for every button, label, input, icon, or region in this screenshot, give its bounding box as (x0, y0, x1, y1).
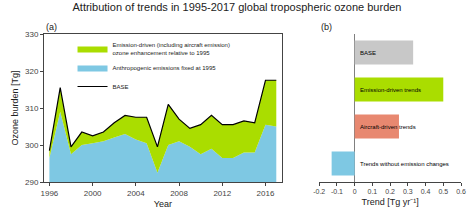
svg-text:0.2: 0.2 (385, 188, 395, 195)
svg-text:Ozone burden [Tg]: Ozone burden [Tg] (10, 70, 20, 145)
svg-text:1996: 1996 (41, 189, 59, 198)
svg-text:Attribution of trends in 1995-: Attribution of trends in 1995-2017 globa… (72, 1, 401, 13)
svg-text:Emission-driven trends: Emission-driven trends (360, 87, 421, 93)
svg-text:310: 310 (25, 104, 39, 113)
svg-text:-0.2: -0.2 (313, 188, 325, 195)
svg-text:Emission-driven (including air: Emission-driven (including aircraft emis… (113, 42, 230, 56)
svg-text:BASE: BASE (113, 84, 129, 90)
svg-text:Anthropogenic emissions fixed: Anthropogenic emissions fixed at 1995 (113, 65, 217, 71)
svg-text:-0.1: -0.1 (331, 188, 343, 195)
svg-text:290: 290 (25, 178, 39, 187)
svg-text:2012: 2012 (213, 189, 231, 198)
svg-text:Aircraft-driven trends: Aircraft-driven trends (360, 124, 416, 130)
svg-text:2000: 2000 (84, 189, 102, 198)
svg-text:0: 0 (353, 188, 357, 195)
svg-text:0.5: 0.5 (438, 188, 448, 195)
svg-text:300: 300 (25, 141, 39, 150)
svg-text:0.6: 0.6 (456, 188, 466, 195)
svg-text:2004: 2004 (127, 189, 145, 198)
svg-text:(a): (a) (46, 22, 57, 32)
svg-text:0.1: 0.1 (368, 188, 378, 195)
svg-text:Trend [Tg yr⁻¹]: Trend [Tg yr⁻¹] (362, 197, 419, 207)
svg-text:(b): (b) (321, 22, 332, 32)
svg-text:2008: 2008 (170, 189, 188, 198)
svg-text:320: 320 (25, 67, 39, 76)
svg-text:0.3: 0.3 (403, 188, 413, 195)
svg-text:2016: 2016 (257, 189, 275, 198)
svg-text:Year: Year (154, 199, 172, 209)
svg-text:BASE: BASE (360, 50, 376, 56)
svg-text:Trends without emission change: Trends without emission changes (360, 161, 449, 167)
svg-text:0.4: 0.4 (421, 188, 431, 195)
svg-text:330: 330 (25, 30, 39, 39)
